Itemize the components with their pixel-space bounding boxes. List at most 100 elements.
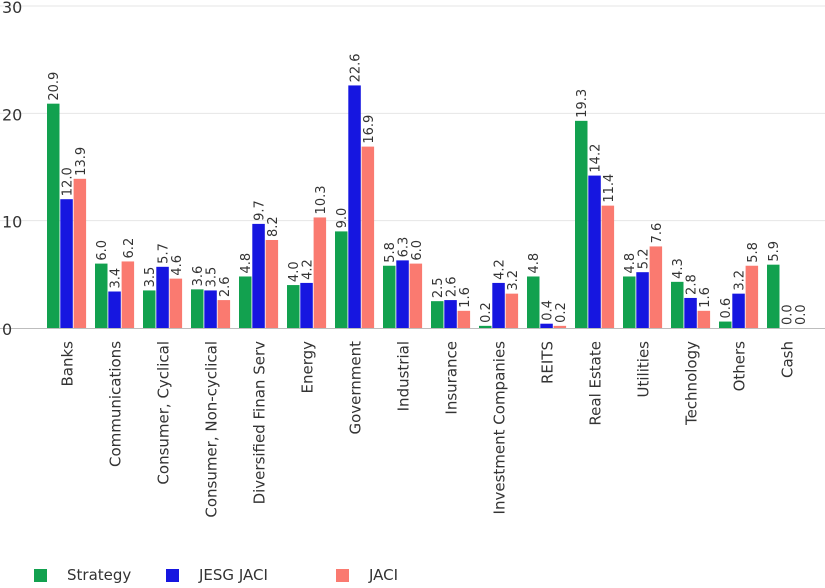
data-label-jaci-technology: 1.6 (698, 287, 713, 308)
data-label-strategy-insurance: 2.5 (431, 277, 446, 298)
data-label-strategy-investment-companies: 0.2 (479, 302, 494, 323)
bar-strategy-banks (47, 103, 60, 328)
y-tick-label-30: 30 (2, 0, 22, 17)
bar-jaci-consumer-cyclical (169, 278, 183, 328)
data-label-jaci-utilities: 7.6 (650, 223, 665, 244)
data-label-jesg-jaci-others: 3.2 (733, 270, 748, 291)
data-label-jesg-jaci-technology: 2.8 (685, 274, 700, 295)
y-tick-label-10: 10 (2, 213, 22, 232)
bar-strategy-insurance (431, 301, 444, 328)
data-label-strategy-consumer-non-cyclical: 3.6 (191, 266, 206, 287)
data-label-jesg-jaci-banks: 12.0 (61, 167, 76, 196)
data-label-strategy-others: 0.6 (719, 298, 734, 319)
data-label-jesg-jaci-energy: 4.2 (301, 259, 316, 280)
bar-strategy-reits (527, 276, 540, 328)
x-tick-label-real-estate: Real Estate (587, 341, 605, 426)
bar-jesg-jaci-investment-companies (492, 282, 505, 328)
legend-item-jaci: JACI (336, 566, 398, 584)
legend-swatch-jesg-jaci (166, 568, 179, 582)
bar-strategy-others (719, 321, 732, 328)
data-label-jaci-consumer-non-cyclical: 2.6 (218, 276, 233, 297)
bar-strategy-energy (287, 285, 300, 328)
bar-strategy-cash (767, 264, 780, 328)
data-label-jaci-banks: 13.9 (74, 147, 89, 176)
data-label-strategy-communications: 6.0 (95, 240, 110, 261)
data-label-jaci-government: 16.9 (362, 115, 377, 144)
data-label-jesg-jaci-government: 22.6 (349, 53, 364, 82)
x-axis-ticks: Banks Communications Consumer, Cyclical Con… (59, 341, 797, 518)
bar-strategy-utilities (623, 276, 636, 328)
data-label-jaci-cash: 0.0 (794, 304, 809, 325)
data-label-jesg-jaci-cash: 0.0 (781, 304, 796, 325)
x-tick-label-consumer-non-cyclical: Consumer, Non-cyclical (203, 341, 221, 518)
bar-jesg-jaci-real-estate (588, 175, 601, 328)
legend-swatch-strategy (34, 568, 47, 582)
bar-jesg-jaci-diversified-finan-serv (252, 223, 265, 328)
bar-jaci-reits (553, 325, 567, 328)
bar-strategy-technology (671, 281, 684, 328)
data-label-jaci-industrial: 6.0 (410, 240, 425, 261)
gridlines (0, 5, 825, 329)
bar-strategy-investment-companies (479, 325, 492, 328)
bar-jesg-jaci-industrial (396, 260, 409, 328)
x-tick-label-government: Government (347, 341, 365, 435)
data-label-jesg-jaci-diversified-finan-serv: 9.7 (253, 200, 268, 221)
bar-jesg-jaci-others (732, 293, 745, 328)
bar-strategy-consumer-non-cyclical (191, 289, 204, 328)
legend-item-strategy: Strategy (34, 566, 131, 584)
data-label-strategy-reits: 4.8 (527, 253, 542, 274)
data-label-jaci-investment-companies: 3.2 (506, 270, 521, 291)
legend-item-jesg-jaci: JESG JACI (166, 566, 268, 584)
bar-jaci-utilities (649, 246, 663, 328)
data-label-jaci-insurance: 1.6 (458, 287, 473, 308)
bar-strategy-communications (95, 263, 108, 328)
data-label-jesg-jaci-reits: 0.4 (541, 300, 556, 321)
x-tick-label-communications: Communications (107, 341, 125, 467)
x-tick-label-technology: Technology (683, 341, 701, 426)
data-label-strategy-consumer-cyclical: 3.5 (143, 267, 158, 288)
legend-label-strategy: Strategy (67, 566, 132, 584)
bar-jesg-jaci-utilities (636, 272, 649, 328)
data-label-jaci-energy: 10.3 (314, 185, 329, 214)
data-label-strategy-industrial: 5.8 (383, 242, 398, 263)
bar-jesg-jaci-communications (108, 291, 121, 328)
bar-jesg-jaci-reits (540, 323, 553, 328)
data-label-jaci-consumer-cyclical: 4.6 (170, 255, 185, 276)
data-label-jesg-jaci-utilities: 5.2 (637, 248, 652, 269)
bar-jaci-consumer-non-cyclical (217, 300, 231, 328)
data-label-strategy-diversified-finan-serv: 4.8 (239, 253, 254, 274)
data-label-strategy-cash: 5.9 (767, 241, 782, 262)
y-tick-label-0: 0 (2, 320, 12, 339)
bar-strategy-diversified-finan-serv (239, 276, 252, 328)
bar-jaci-technology (697, 310, 711, 328)
x-tick-label-reits: REITS (539, 341, 557, 384)
data-labels: 20.912.013.96.03.46.23.55.74.63.63.52.64… (47, 53, 809, 325)
data-label-jesg-jaci-insurance: 2.6 (445, 276, 460, 297)
x-tick-label-others: Others (731, 341, 749, 392)
data-label-jaci-diversified-finan-serv: 8.2 (266, 216, 281, 237)
data-label-jaci-others: 5.8 (746, 242, 761, 263)
bar-jaci-government (361, 146, 375, 328)
legend: Strategy JESG JACI JACI (0, 560, 825, 588)
bar-jesg-jaci-banks (60, 199, 73, 328)
data-label-jesg-jaci-investment-companies: 4.2 (493, 259, 508, 280)
bar-jaci-communications (121, 261, 135, 328)
bar-jesg-jaci-consumer-non-cyclical (204, 290, 217, 328)
x-tick-label-diversified-finan-serv: Diversified Finan Serv (251, 341, 269, 505)
data-label-jesg-jaci-consumer-cyclical: 5.7 (157, 243, 172, 264)
legend-label-jaci: JACI (369, 566, 399, 584)
bar-jesg-jaci-technology (684, 297, 697, 328)
data-label-strategy-real-estate: 19.3 (575, 89, 590, 118)
x-tick-label-investment-companies: Investment Companies (491, 341, 509, 515)
x-tick-label-cash: Cash (779, 341, 797, 378)
y-axis-ticks: 0 10 20 30 (2, 0, 22, 339)
bar-jaci-industrial (409, 263, 423, 328)
bar-jesg-jaci-consumer-cyclical (156, 266, 169, 328)
data-label-strategy-energy: 4.0 (287, 261, 302, 282)
data-label-jesg-jaci-communications: 3.4 (109, 268, 124, 289)
bar-strategy-industrial (383, 265, 396, 328)
x-tick-label-utilities: Utilities (635, 341, 653, 398)
x-tick-label-industrial: Industrial (395, 341, 413, 411)
x-tick-label-banks: Banks (59, 341, 77, 387)
data-label-jaci-real-estate: 11.4 (602, 174, 617, 203)
